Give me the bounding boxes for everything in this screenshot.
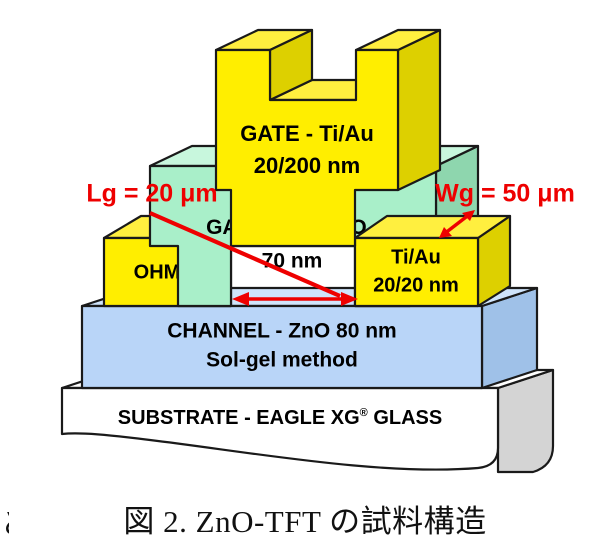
gate-front-face (214, 48, 400, 248)
channel-front-face (80, 304, 484, 390)
caption-edge-fragment: と (0, 512, 9, 538)
figure-caption: 図 2. ZnO-TFT の試料構造 (123, 504, 487, 539)
ohmic-right-front-face (353, 236, 480, 308)
dimension-annotations: Lg = 20 μm Wg = 50 μm (86, 180, 575, 306)
lg-leader-line (149, 211, 341, 298)
channel-label-line1: CHANNEL - ZnO 80 nm (167, 320, 396, 343)
lg-dimension-label: Lg = 20 μm (86, 180, 217, 208)
wg-arrow-shaft (442, 212, 472, 236)
wg-arrow-head-lower (439, 227, 452, 238)
substrate-label-part-a: SUBSTRATE - EAGLE XG (118, 407, 360, 429)
gate-electrode-group: GATE - Ti/Au 20/200 nm (214, 28, 442, 248)
substrate-label: SUBSTRATE - EAGLE XG® GLASS (118, 407, 442, 429)
gate-right-side-face (396, 28, 442, 192)
substrate-registered-icon: ® (360, 407, 368, 419)
gate-label-line1: GATE - Ti/Au (240, 121, 374, 146)
wg-dimension-label: Wg = 50 μm (435, 180, 575, 208)
gate-label-line2: 20/200 nm (254, 153, 360, 178)
lg-arrow-head-right (341, 292, 358, 306)
channel-group: CHANNEL - ZnO 80 nm Sol-gel method (80, 286, 539, 390)
tft-structure-diagram: SUBSTRATE - EAGLE XG® GLASS CHANNEL - Zn… (60, 28, 575, 474)
substrate-side-face (496, 368, 555, 474)
ohmic-right-label-line2: 20/20 nm (373, 274, 459, 296)
substrate-label-part-b: GLASS (368, 407, 442, 429)
wg-arrow-head-upper (462, 210, 475, 221)
substrate-front-face (60, 386, 500, 471)
ohmic-right-label-line1: Ti/Au (391, 246, 441, 268)
gate-insulator-label-line2: 70 nm (262, 250, 323, 273)
channel-label-line2: Sol-gel method (206, 349, 358, 372)
ohmic-right-group: Ti/Au 20/20 nm (353, 214, 512, 308)
lg-arrow-head-left (232, 292, 249, 306)
